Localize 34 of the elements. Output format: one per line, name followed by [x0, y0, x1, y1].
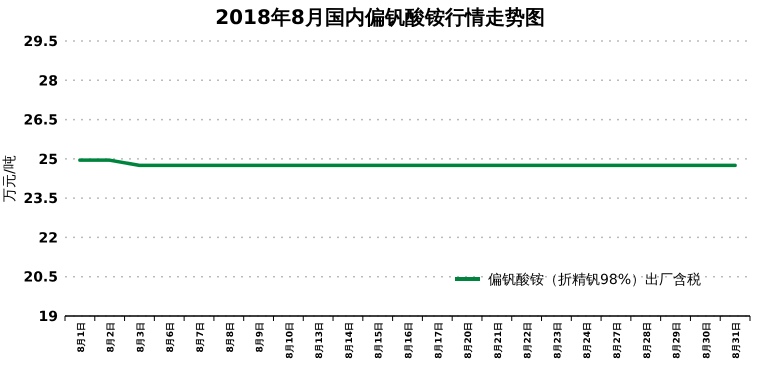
y-tick-label: 22: [38, 230, 58, 246]
x-tick-label: 8月24日: [582, 322, 594, 359]
x-tick-label: 8月1日: [76, 322, 87, 353]
x-tick-label: 8月14日: [344, 322, 355, 359]
x-tick-label: 8月31日: [731, 322, 742, 359]
y-axis-title: 万元/吨: [2, 155, 18, 202]
y-tick-label: 26.5: [23, 112, 58, 129]
y-tick-label: 19: [38, 309, 58, 325]
y-tick-label: 25: [38, 152, 58, 168]
chart-title: 2018年8月国内偏钒酸铵行情走势图: [215, 5, 545, 29]
x-tick-label: 8月15日: [374, 322, 385, 359]
x-tick-label: 8月23日: [552, 322, 564, 359]
x-tick-label: 8月8日: [224, 322, 236, 353]
x-tick-label: 8月10日: [284, 322, 296, 359]
y-tick-label: 23.5: [23, 191, 58, 208]
x-tick-label: 8月16日: [404, 322, 414, 359]
y-tick-label: 28: [38, 73, 58, 90]
x-tick-label: 8月2日: [106, 322, 117, 353]
x-tick-label: 8月28日: [642, 322, 653, 359]
x-tick-label: 8月13日: [314, 322, 326, 359]
x-tick-label: 8月27日: [612, 322, 623, 359]
x-tick-label: 8月17日: [433, 322, 444, 359]
legend-label: 偏钒酸铵（折精钒98%）出厂含税: [488, 272, 702, 288]
x-tick-label: 8月20日: [463, 322, 474, 359]
x-tick-label: 8月21日: [492, 322, 504, 359]
x-tick-label: 8月29日: [672, 322, 683, 359]
y-tick-label: 29.5: [23, 34, 58, 50]
x-tick-label: 8月3日: [135, 322, 146, 353]
x-tick-label: 8月22日: [522, 322, 534, 359]
x-tick-label: 8月9日: [254, 322, 266, 353]
y-tick-label: 20.5: [23, 270, 58, 286]
x-tick-label: 8月30日: [701, 322, 712, 359]
x-tick-label: 8月7日: [195, 322, 206, 353]
x-tick-label: 8月6日: [165, 322, 176, 353]
